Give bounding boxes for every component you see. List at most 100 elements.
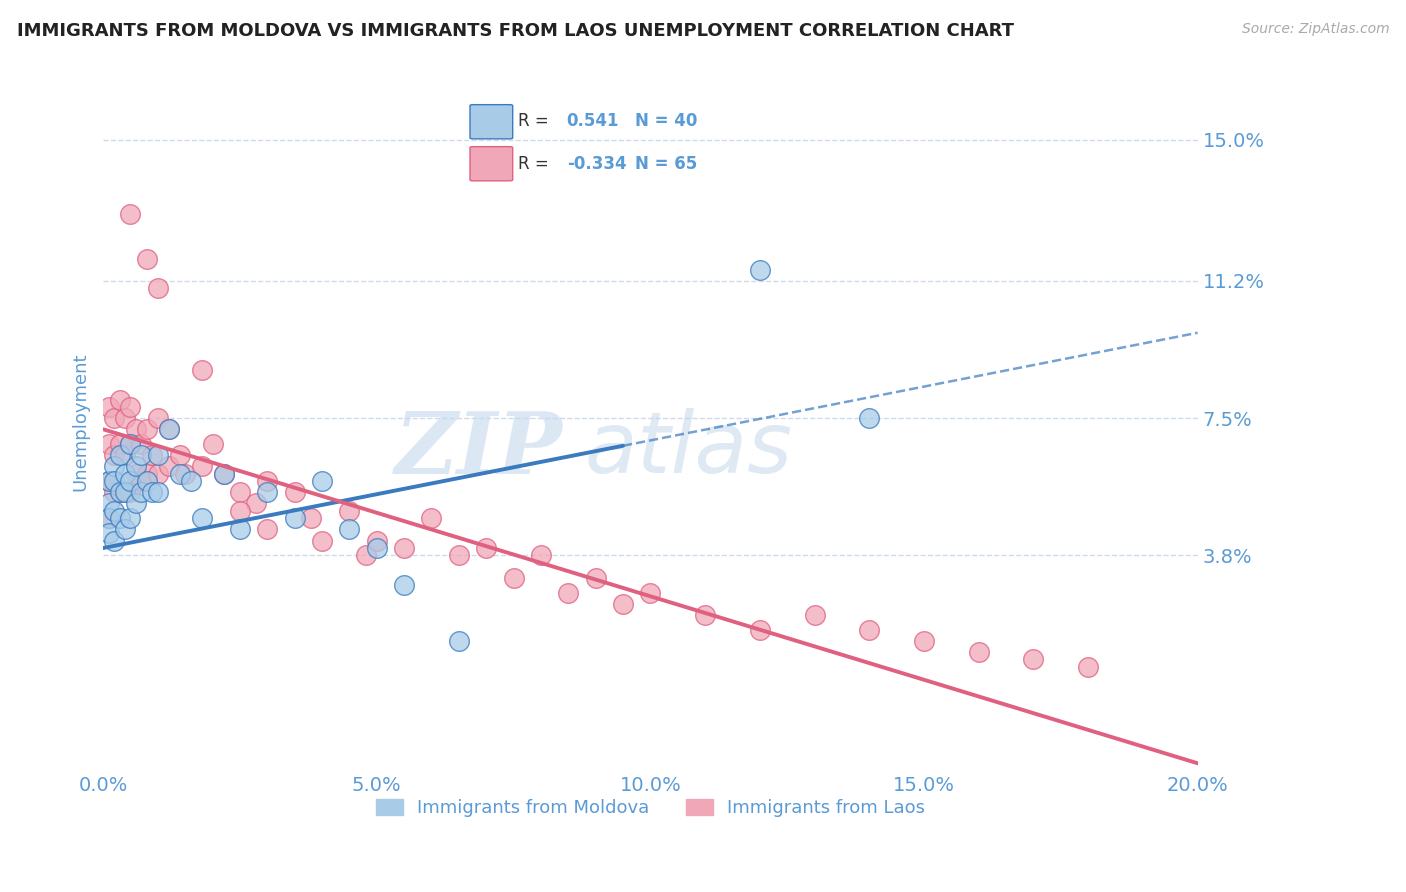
- Point: [114, 467, 136, 481]
- Point: [229, 504, 252, 518]
- Point: [108, 448, 131, 462]
- Point: [174, 467, 197, 481]
- Point: [311, 533, 333, 548]
- Point: [97, 511, 120, 525]
- Point: [120, 437, 142, 451]
- Point: [108, 437, 131, 451]
- Point: [146, 411, 169, 425]
- Point: [135, 422, 157, 436]
- Point: [284, 511, 307, 525]
- Point: [97, 526, 120, 541]
- Point: [530, 549, 553, 563]
- Point: [180, 474, 202, 488]
- Y-axis label: Unemployment: Unemployment: [72, 352, 89, 491]
- Point: [146, 485, 169, 500]
- Point: [366, 541, 388, 555]
- Point: [803, 607, 825, 622]
- Point: [256, 474, 278, 488]
- Point: [190, 459, 212, 474]
- Point: [748, 262, 770, 277]
- Point: [125, 459, 148, 474]
- Point: [135, 252, 157, 266]
- Point: [131, 485, 153, 500]
- Point: [354, 549, 377, 563]
- Point: [135, 467, 157, 481]
- Point: [120, 207, 142, 221]
- Point: [125, 422, 148, 436]
- Point: [108, 485, 131, 500]
- Point: [169, 467, 191, 481]
- Point: [103, 533, 125, 548]
- Point: [1022, 652, 1045, 666]
- Point: [103, 459, 125, 474]
- Point: [212, 467, 235, 481]
- Point: [392, 541, 415, 555]
- Point: [97, 474, 120, 488]
- Point: [103, 485, 125, 500]
- Point: [146, 467, 169, 481]
- Text: atlas: atlas: [585, 409, 793, 491]
- Point: [108, 511, 131, 525]
- Point: [157, 422, 180, 436]
- Point: [245, 496, 267, 510]
- Point: [131, 437, 153, 451]
- Point: [114, 411, 136, 425]
- Text: ZIP: ZIP: [395, 408, 562, 491]
- Point: [131, 448, 153, 462]
- Point: [366, 533, 388, 548]
- Point: [475, 541, 498, 555]
- Point: [640, 585, 662, 599]
- Point: [131, 474, 153, 488]
- Point: [157, 459, 180, 474]
- Point: [612, 597, 634, 611]
- Point: [585, 571, 607, 585]
- Point: [557, 585, 579, 599]
- Point: [125, 467, 148, 481]
- Point: [114, 448, 136, 462]
- Point: [97, 496, 120, 510]
- Point: [311, 474, 333, 488]
- Point: [125, 496, 148, 510]
- Point: [141, 485, 163, 500]
- Point: [299, 511, 322, 525]
- Point: [114, 485, 136, 500]
- Point: [120, 474, 142, 488]
- Point: [201, 437, 224, 451]
- Point: [447, 633, 470, 648]
- Point: [146, 281, 169, 295]
- Point: [108, 485, 131, 500]
- Point: [120, 437, 142, 451]
- Point: [447, 549, 470, 563]
- Point: [190, 363, 212, 377]
- Point: [1077, 660, 1099, 674]
- Point: [169, 448, 191, 462]
- Point: [120, 511, 142, 525]
- Point: [256, 523, 278, 537]
- Point: [420, 511, 443, 525]
- Point: [120, 485, 142, 500]
- Point: [912, 633, 935, 648]
- Point: [284, 485, 307, 500]
- Point: [392, 578, 415, 592]
- Text: Source: ZipAtlas.com: Source: ZipAtlas.com: [1241, 22, 1389, 37]
- Point: [337, 523, 360, 537]
- Point: [858, 623, 880, 637]
- Point: [97, 474, 120, 488]
- Point: [858, 411, 880, 425]
- Legend: Immigrants from Moldova, Immigrants from Laos: Immigrants from Moldova, Immigrants from…: [368, 792, 932, 824]
- Point: [229, 485, 252, 500]
- Point: [157, 422, 180, 436]
- Point: [146, 448, 169, 462]
- Point: [114, 523, 136, 537]
- Point: [103, 474, 125, 488]
- Point: [502, 571, 524, 585]
- Point: [108, 392, 131, 407]
- Point: [212, 467, 235, 481]
- Point: [141, 448, 163, 462]
- Point: [693, 607, 716, 622]
- Point: [135, 474, 157, 488]
- Text: IMMIGRANTS FROM MOLDOVA VS IMMIGRANTS FROM LAOS UNEMPLOYMENT CORRELATION CHART: IMMIGRANTS FROM MOLDOVA VS IMMIGRANTS FR…: [17, 22, 1014, 40]
- Point: [190, 511, 212, 525]
- Point: [103, 448, 125, 462]
- Point: [103, 504, 125, 518]
